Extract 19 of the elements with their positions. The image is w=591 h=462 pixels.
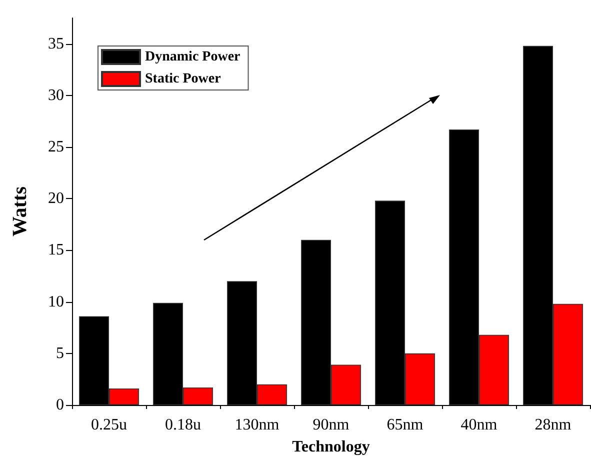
- x-axis-title: Technology: [292, 438, 370, 456]
- x-tick-label: 40nm: [460, 416, 498, 434]
- y-tick-label: 20: [48, 190, 64, 208]
- y-tick-label: 10: [48, 293, 64, 310]
- x-tick-label: 0.18u: [165, 416, 201, 434]
- x-tick-label: 28nm: [534, 416, 572, 434]
- legend-label: Dynamic Power: [145, 50, 240, 64]
- x-tick-label: 130nm: [234, 416, 280, 434]
- y-tick-label: 30: [48, 86, 64, 104]
- y-tick-label: 0: [56, 396, 64, 414]
- y-tick-label: 5: [56, 344, 64, 362]
- x-tick-label: 90nm: [312, 416, 350, 434]
- y-tick-label: 35: [48, 35, 64, 52]
- x-tick-label: 0.25u: [91, 416, 127, 434]
- y-tick-label: 15: [48, 242, 64, 259]
- y-tick-label: 25: [48, 138, 64, 156]
- legend-label: Static Power: [145, 72, 221, 86]
- y-axis-title: Watts: [9, 186, 31, 236]
- x-tick-label: 65nm: [386, 416, 424, 434]
